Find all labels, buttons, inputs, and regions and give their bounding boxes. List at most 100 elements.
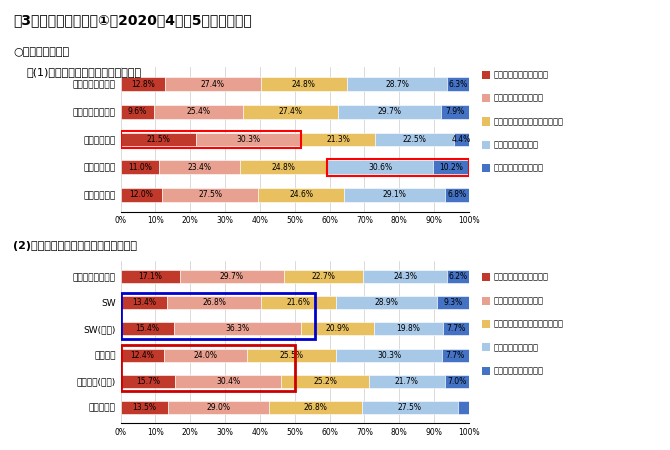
Bar: [437, 296, 469, 309]
Text: 21.3%: 21.3%: [326, 135, 350, 144]
Text: 生産性に特に影響を及ぼさない: 生産性に特に影響を及ぼさない: [494, 117, 564, 126]
Bar: [121, 131, 301, 148]
Text: 生産性はやや向上する: 生産性はやや向上する: [494, 296, 544, 305]
Text: 27.5%: 27.5%: [198, 190, 222, 199]
Text: 12.0%: 12.0%: [129, 190, 153, 199]
Bar: [121, 375, 176, 388]
Text: 20.9%: 20.9%: [325, 324, 349, 333]
Text: 24.6%: 24.6%: [289, 190, 313, 199]
Bar: [258, 188, 344, 202]
Bar: [283, 270, 362, 283]
Bar: [362, 270, 448, 283]
Text: 26.8%: 26.8%: [304, 403, 327, 412]
Text: 27.4%: 27.4%: [201, 80, 225, 89]
Text: 12.8%: 12.8%: [131, 80, 155, 89]
Text: 6.8%: 6.8%: [448, 190, 467, 199]
Text: 23.4%: 23.4%: [188, 163, 212, 172]
Bar: [369, 375, 445, 388]
Bar: [375, 133, 454, 146]
Text: 15.7%: 15.7%: [136, 377, 160, 386]
Bar: [174, 322, 301, 335]
Bar: [347, 77, 447, 91]
Text: 30.4%: 30.4%: [216, 377, 241, 386]
Text: 第3回アンケート結果①＜2020年4月～5月緊急在宅＞: 第3回アンケート結果①＜2020年4月～5月緊急在宅＞: [13, 14, 252, 27]
Text: 9.3%: 9.3%: [443, 298, 462, 307]
Bar: [180, 270, 283, 283]
Text: 7.0%: 7.0%: [447, 377, 466, 386]
Text: 24.8%: 24.8%: [272, 163, 295, 172]
Text: 21.5%: 21.5%: [146, 135, 170, 144]
Bar: [445, 375, 469, 388]
Text: 生産性はかなり向上する: 生産性はかなり向上する: [494, 273, 549, 282]
Text: 13.5%: 13.5%: [132, 403, 156, 412]
Bar: [448, 270, 469, 283]
Bar: [301, 133, 375, 146]
Text: 27.4%: 27.4%: [278, 107, 302, 116]
Bar: [447, 77, 469, 91]
Bar: [159, 160, 241, 174]
Bar: [433, 160, 469, 174]
Text: (2)在宅勤務時の生産性＜勤務体制別＞: (2)在宅勤務時の生産性＜勤務体制別＞: [13, 241, 137, 251]
Text: 9.6%: 9.6%: [128, 107, 147, 116]
Bar: [458, 401, 469, 414]
Text: 17.1%: 17.1%: [139, 272, 162, 281]
Bar: [261, 296, 336, 309]
Text: 13.4%: 13.4%: [132, 298, 156, 307]
Bar: [168, 401, 269, 414]
Text: 10.2%: 10.2%: [440, 163, 463, 172]
Bar: [121, 296, 168, 309]
Bar: [121, 401, 168, 414]
Bar: [442, 322, 470, 335]
Text: 22.7%: 22.7%: [312, 272, 335, 281]
Bar: [442, 349, 468, 362]
Text: 29.7%: 29.7%: [378, 107, 402, 116]
Bar: [338, 105, 442, 119]
Bar: [344, 188, 446, 202]
Text: (1)在宅勤務時の生産性＜部門別＞: (1)在宅勤務時の生産性＜部門別＞: [27, 68, 142, 77]
Text: 26.8%: 26.8%: [202, 298, 226, 307]
Bar: [121, 77, 165, 91]
Text: 22.5%: 22.5%: [403, 135, 426, 144]
Bar: [121, 293, 315, 338]
Bar: [454, 133, 469, 146]
Bar: [442, 105, 469, 119]
Bar: [327, 158, 469, 176]
Bar: [162, 188, 258, 202]
Text: 24.0%: 24.0%: [194, 351, 218, 360]
Bar: [165, 77, 261, 91]
Bar: [176, 375, 281, 388]
Text: 24.3%: 24.3%: [393, 272, 417, 281]
Bar: [163, 349, 247, 362]
Text: 生産性はやや下がる: 生産性はやや下がる: [494, 140, 539, 149]
Text: 7.9%: 7.9%: [446, 107, 465, 116]
Bar: [261, 77, 347, 91]
Bar: [243, 105, 338, 119]
Text: 25.2%: 25.2%: [313, 377, 337, 386]
Text: 36.3%: 36.3%: [225, 324, 249, 333]
Bar: [327, 160, 433, 174]
Text: 21.6%: 21.6%: [286, 298, 310, 307]
Bar: [121, 349, 163, 362]
Bar: [247, 349, 336, 362]
Bar: [121, 160, 159, 174]
Text: 28.9%: 28.9%: [375, 298, 398, 307]
Text: 4.4%: 4.4%: [452, 135, 471, 144]
Text: 30.3%: 30.3%: [377, 351, 401, 360]
Bar: [196, 133, 301, 146]
Text: 29.0%: 29.0%: [206, 403, 230, 412]
Bar: [374, 322, 442, 335]
Bar: [336, 349, 442, 362]
Bar: [154, 105, 243, 119]
Text: ○確認したい内容: ○確認したい内容: [13, 47, 70, 57]
Text: 6.2%: 6.2%: [449, 272, 468, 281]
Bar: [336, 296, 437, 309]
Bar: [446, 188, 469, 202]
Text: 21.7%: 21.7%: [395, 377, 419, 386]
Text: 12.4%: 12.4%: [130, 351, 154, 360]
Bar: [168, 296, 261, 309]
Text: 28.7%: 28.7%: [385, 80, 409, 89]
Text: 生産性に特に影響を及ぼさない: 生産性に特に影響を及ぼさない: [494, 320, 564, 328]
Text: 19.8%: 19.8%: [396, 324, 420, 333]
Text: 生産性はかなり下がる: 生産性はかなり下がる: [494, 366, 544, 375]
Bar: [121, 270, 180, 283]
